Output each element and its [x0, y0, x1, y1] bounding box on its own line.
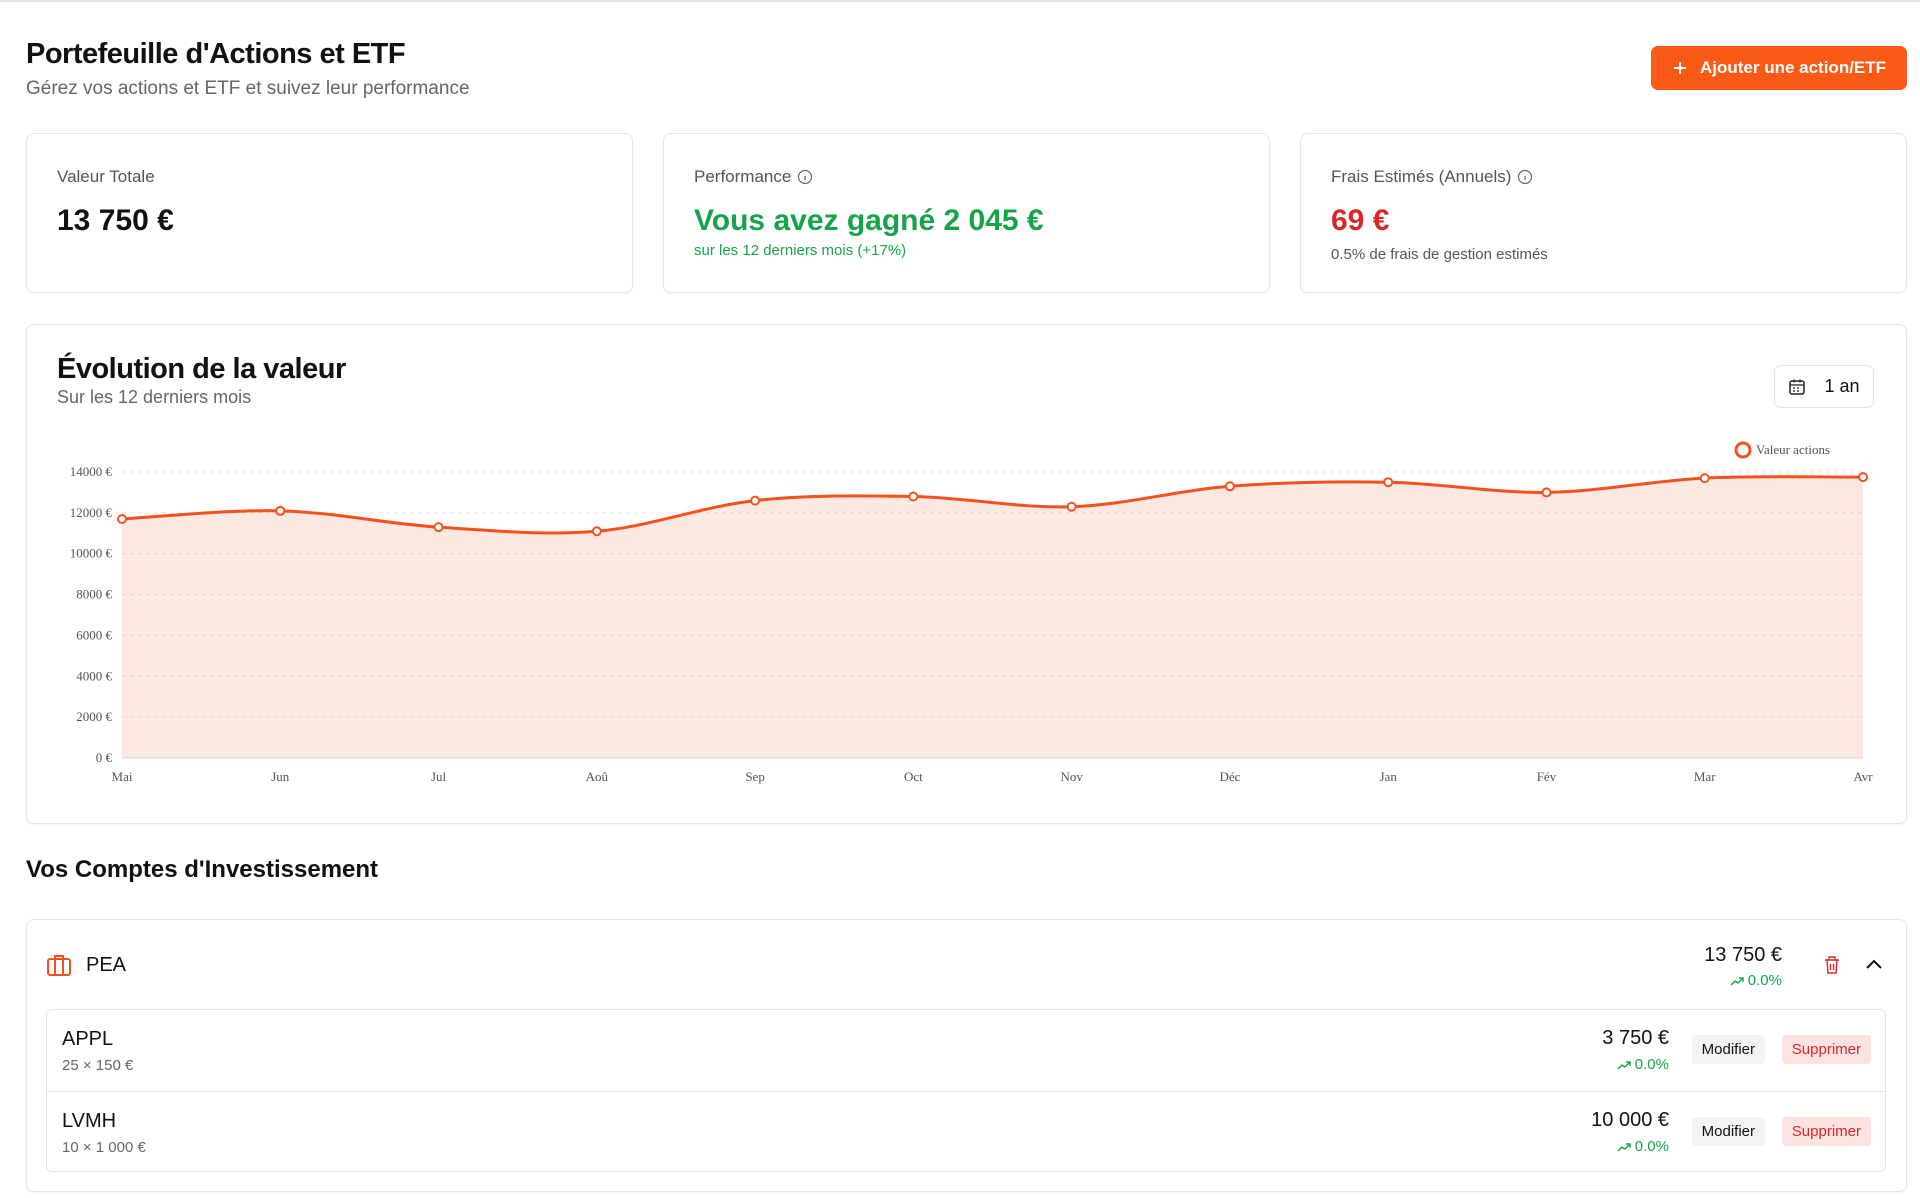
collapse-icon[interactable] [1865, 958, 1883, 970]
holding-detail: 10 × 1 000 € [62, 1139, 146, 1156]
delete-button[interactable]: Supprimer [1781, 1117, 1871, 1146]
card-note: sur les 12 derniers mois (+17%) [694, 242, 907, 259]
holding-detail: 25 × 150 € [62, 1057, 134, 1074]
y-tick-label: 8000 € [76, 587, 112, 602]
x-tick-label: Jan [1380, 769, 1398, 784]
holding-value: 10 000 € [1591, 1109, 1669, 1131]
point [1858, 472, 1868, 483]
info-icon[interactable] [1517, 169, 1533, 185]
holding-ticker: LVMH [62, 1110, 117, 1132]
y-tick-label: 14000 € [70, 464, 113, 479]
delete-account-icon[interactable] [1823, 955, 1841, 975]
account-card: PEA 13 750 € 0.0% APPL 25 × 150 € 3 750 € 0… [26, 919, 1907, 1192]
account-change-label: 0.0% [1747, 972, 1782, 989]
page-subtitle: Gérez vos actions et ETF et suivez leur … [26, 78, 470, 99]
card-performance: Performance Vous avez gagné 2 045 € sur … [663, 133, 1270, 293]
delete-button[interactable]: Supprimer [1781, 1035, 1871, 1064]
plus-icon [1673, 62, 1686, 74]
account-name[interactable]: PEA [86, 954, 127, 976]
holding-change-label: 0.0% [1634, 1056, 1669, 1073]
x-tick-label: Sep [745, 769, 765, 784]
account-change: 0.0% [1730, 972, 1782, 989]
x-tick-label: Déc [1219, 769, 1240, 784]
point [1383, 477, 1394, 488]
holding-value: 3 750 € [1602, 1027, 1669, 1049]
x-tick-label: Mai [112, 769, 133, 784]
x-tick-label: Nov [1060, 769, 1083, 784]
holding-row: LVMH 10 × 1 000 € 10 000 € 0.0% Modifier Supp… [47, 1091, 1885, 1173]
point [1224, 481, 1235, 492]
legend-marker [1734, 441, 1752, 459]
x-tick-label: Jul [431, 769, 447, 784]
x-tick-label: Aoû [586, 769, 609, 784]
account-total: 13 750 € [1704, 944, 1782, 966]
y-tick-label: 2000 € [76, 709, 112, 724]
calendar-icon [1789, 379, 1806, 395]
x-tick-label: Jun [271, 769, 290, 784]
card-value: 13 750 € [57, 204, 174, 237]
edit-button[interactable]: Modifier [1691, 1117, 1765, 1146]
y-tick-label: 0 € [96, 750, 113, 765]
card-total: Valeur Totale 13 750 € [26, 133, 633, 293]
y-tick-label: 6000 € [76, 627, 112, 642]
point [117, 513, 127, 524]
x-tick-label: Fév [1537, 769, 1557, 784]
edit-button[interactable]: Modifier [1691, 1035, 1765, 1064]
holding-change: 0.0% [1617, 1056, 1669, 1073]
card-value: Vous avez gagné 2 045 € [694, 204, 1044, 237]
briefcase-icon [47, 955, 71, 976]
chart: 0 € 2000 € 4000 € 6000 € 8000 € 10000 € 12000 … [70, 441, 1873, 784]
holding-change: 0.0% [1617, 1138, 1669, 1155]
holding-ticker: APPL [62, 1028, 114, 1050]
add-button[interactable]: Ajouter une action/ETF [1651, 46, 1907, 90]
card-label: Valeur Totale [57, 167, 155, 186]
card-label: Performance [694, 167, 792, 186]
add-button-label: Ajouter une action/ETF [1699, 58, 1887, 77]
card-label: Frais Estimés (Annuels) [1331, 167, 1512, 186]
point [1541, 487, 1552, 498]
chart-title: Évolution de la valeur [57, 353, 346, 385]
card-note: 0.5% de frais de gestion estimés [1331, 246, 1548, 263]
holding-change-label: 0.0% [1634, 1138, 1669, 1155]
section-title: Vos Comptes d'Investissement [26, 856, 379, 883]
page-title: Portefeuille d'Actions et ETF [26, 38, 406, 70]
y-tick-label: 10000 € [70, 546, 113, 561]
card-fees: Frais Estimés (Annuels) 69 € 0.5% de fra… [1300, 133, 1907, 293]
trend-icon [1730, 976, 1744, 985]
holdings-list: APPL 25 × 150 € 3 750 € 0.0% Modifier Supprim… [46, 1009, 1886, 1172]
y-tick-label: 12000 € [70, 505, 113, 520]
point [275, 505, 286, 516]
x-tick-label: Mar [1694, 769, 1716, 784]
x-tick-label: Oct [904, 769, 923, 784]
point [1699, 473, 1710, 484]
chart-subtitle: Sur les 12 derniers mois [57, 387, 252, 407]
chart-card: Évolution de la valeur Sur les 12 dernie… [26, 324, 1907, 824]
point [1066, 501, 1077, 512]
card-label-row: Performance [694, 167, 813, 187]
trend-icon [1617, 1060, 1631, 1069]
point [750, 495, 761, 506]
card-label-row: Frais Estimés (Annuels) [1331, 167, 1533, 187]
legend-label: Valeur actions [1756, 442, 1830, 457]
x-tick-label: Avr [1853, 769, 1873, 784]
line [121, 475, 1864, 535]
card-value: 69 € [1331, 204, 1390, 237]
period-label: 1 an [1824, 376, 1860, 396]
trend-icon [1617, 1142, 1631, 1151]
area [122, 476, 1863, 758]
period-button[interactable]: 1 an [1774, 365, 1874, 408]
info-icon[interactable] [797, 169, 813, 185]
point [591, 526, 602, 537]
y-tick-label: 4000 € [76, 668, 112, 683]
point [433, 522, 444, 533]
holding-row: APPL 25 × 150 € 3 750 € 0.0% Modifier Supprim… [47, 1010, 1885, 1091]
point [908, 491, 919, 502]
